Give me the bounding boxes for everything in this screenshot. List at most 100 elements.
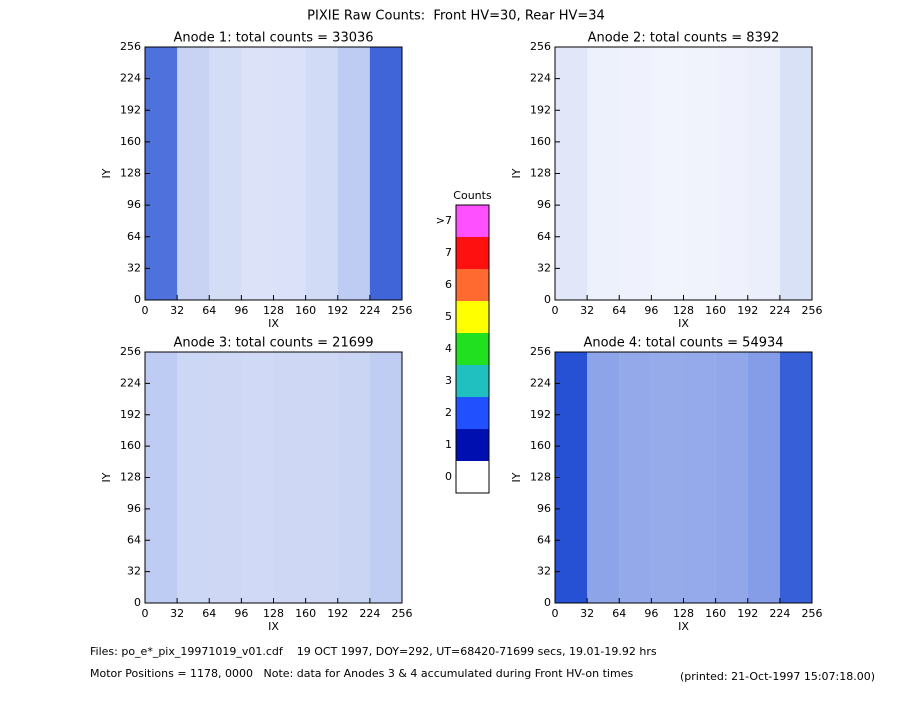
x-tick-label: 160 [295, 304, 316, 317]
density-strip [305, 352, 338, 603]
colorbar-label: 5 [445, 310, 452, 323]
y-tick-label: 32 [537, 565, 551, 578]
x-tick-label: 224 [769, 607, 790, 620]
colorbar-cell [456, 397, 489, 429]
x-tick-label: 0 [142, 304, 149, 317]
footer-printed: (printed: 21-Oct-1997 15:07:18.00) [680, 670, 875, 683]
x-tick-label: 128 [673, 304, 694, 317]
y-tick-label: 64 [537, 533, 551, 546]
y-tick-label: 128 [120, 167, 141, 180]
colorbar-cell [456, 205, 489, 237]
density-strip [587, 47, 620, 300]
density-strip [619, 47, 652, 300]
y-axis-label: IY [510, 168, 523, 178]
footer-motor: Motor Positions = 1178, 0000 Note: data … [90, 667, 633, 680]
density-strip [651, 352, 684, 603]
density-strip [273, 47, 306, 300]
y-tick-label: 192 [120, 408, 141, 421]
y-tick-label: 0 [544, 596, 551, 609]
x-tick-label: 96 [644, 607, 658, 620]
y-tick-label: 256 [120, 345, 141, 358]
x-axis-label: IX [678, 317, 689, 330]
x-axis-label: IX [268, 317, 279, 330]
y-tick-label: 128 [530, 167, 551, 180]
colorbar-label: 1 [445, 438, 452, 451]
density-strip [683, 352, 716, 603]
x-tick-label: 128 [263, 607, 284, 620]
colorbar-frame [455, 204, 490, 494]
x-tick-label: 32 [580, 607, 594, 620]
density-strip [619, 352, 652, 603]
y-tick-label: 64 [127, 230, 141, 243]
y-tick-label: 192 [120, 103, 141, 116]
x-axis-label: IX [678, 620, 689, 633]
plot-title: Anode 4: total counts = 54934 [583, 336, 783, 351]
colorbar-cell [456, 429, 489, 461]
density-strip [555, 47, 588, 300]
x-tick-label: 96 [234, 304, 248, 317]
x-tick-label: 192 [737, 607, 758, 620]
density-strip [305, 47, 338, 300]
y-tick-label: 128 [530, 471, 551, 484]
x-tick-label: 256 [802, 304, 823, 317]
x-tick-label: 256 [392, 304, 413, 317]
figure-title: PIXIE Raw Counts: Front HV=30, Rear HV=3… [307, 9, 605, 24]
colorbar-cell [456, 269, 489, 301]
x-tick-label: 0 [142, 607, 149, 620]
density-strip [651, 47, 684, 300]
plot-title: Anode 3: total counts = 21699 [173, 336, 373, 351]
x-tick-label: 192 [737, 304, 758, 317]
density-strip [241, 352, 274, 603]
density-strip [369, 47, 402, 300]
density-strip [747, 352, 780, 603]
x-tick-label: 0 [552, 304, 559, 317]
density-strip [177, 47, 210, 300]
density-strip [587, 352, 620, 603]
x-tick-label: 128 [263, 304, 284, 317]
y-tick-label: 128 [120, 471, 141, 484]
y-tick-label: 224 [120, 72, 141, 85]
y-tick-label: 0 [544, 293, 551, 306]
density-strip [145, 47, 178, 300]
x-tick-label: 32 [580, 304, 594, 317]
x-tick-label: 32 [170, 607, 184, 620]
x-tick-label: 256 [802, 607, 823, 620]
plot-title: Anode 1: total counts = 33036 [173, 31, 373, 46]
y-axis-label: IY [100, 168, 113, 178]
y-tick-label: 96 [537, 502, 551, 515]
y-tick-label: 192 [530, 103, 551, 116]
y-tick-label: 160 [530, 135, 551, 148]
x-tick-label: 160 [705, 304, 726, 317]
density-strip [337, 47, 370, 300]
colorbar-cell [456, 301, 489, 333]
density-strip [683, 47, 716, 300]
colorbar-label: 7 [445, 246, 452, 259]
y-axis-label: IY [100, 472, 113, 482]
x-tick-label: 160 [705, 607, 726, 620]
x-tick-label: 64 [202, 607, 216, 620]
x-axis-label: IX [268, 620, 279, 633]
y-tick-label: 256 [530, 345, 551, 358]
colorbar-cell [456, 461, 489, 493]
y-tick-label: 160 [120, 135, 141, 148]
x-tick-label: 192 [327, 607, 348, 620]
density-strip [555, 352, 588, 603]
y-tick-label: 160 [530, 439, 551, 452]
colorbar-label: 3 [445, 374, 452, 387]
y-tick-label: 96 [127, 502, 141, 515]
density-strip [145, 352, 178, 603]
x-tick-label: 224 [769, 304, 790, 317]
x-tick-label: 64 [202, 304, 216, 317]
colorbar-title: Counts [453, 189, 492, 202]
plot-title: Anode 2: total counts = 8392 [588, 31, 780, 46]
colorbar-label: 6 [445, 278, 452, 291]
x-tick-label: 64 [612, 304, 626, 317]
y-tick-label: 256 [120, 40, 141, 53]
x-tick-label: 96 [234, 607, 248, 620]
y-tick-label: 224 [120, 376, 141, 389]
density-strip [177, 352, 210, 603]
x-tick-label: 64 [612, 607, 626, 620]
density-strip [209, 47, 242, 300]
x-tick-label: 256 [392, 607, 413, 620]
